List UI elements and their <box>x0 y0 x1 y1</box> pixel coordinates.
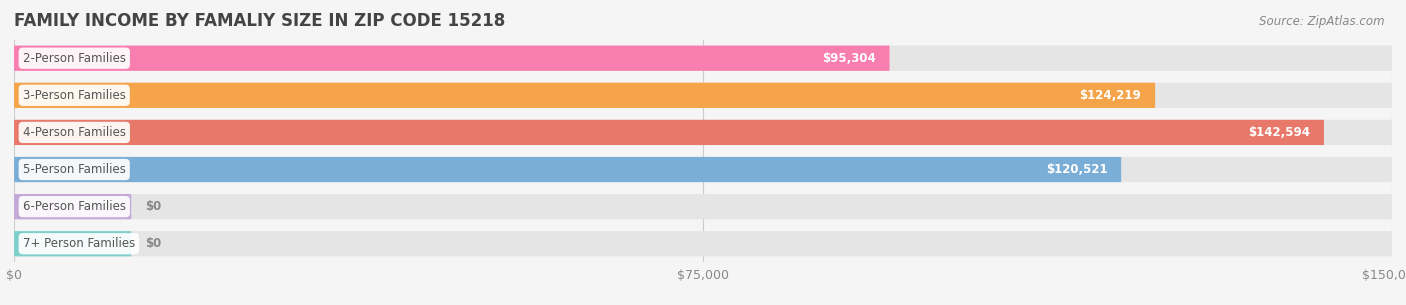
Text: 5-Person Families: 5-Person Families <box>22 163 125 176</box>
FancyBboxPatch shape <box>14 45 890 71</box>
FancyBboxPatch shape <box>14 83 1392 108</box>
Text: 6-Person Families: 6-Person Families <box>22 200 125 213</box>
FancyBboxPatch shape <box>14 157 1121 182</box>
Text: 2-Person Families: 2-Person Families <box>22 52 125 65</box>
Text: $120,521: $120,521 <box>1046 163 1108 176</box>
FancyBboxPatch shape <box>14 45 1392 71</box>
FancyBboxPatch shape <box>14 231 1392 257</box>
Text: $0: $0 <box>145 237 162 250</box>
Text: $95,304: $95,304 <box>823 52 876 65</box>
FancyBboxPatch shape <box>14 194 131 219</box>
Text: $0: $0 <box>145 200 162 213</box>
Text: 7+ Person Families: 7+ Person Families <box>22 237 135 250</box>
Text: Source: ZipAtlas.com: Source: ZipAtlas.com <box>1260 15 1385 28</box>
Text: 4-Person Families: 4-Person Families <box>22 126 125 139</box>
Text: $124,219: $124,219 <box>1080 89 1142 102</box>
FancyBboxPatch shape <box>14 83 1156 108</box>
Text: $142,594: $142,594 <box>1249 126 1310 139</box>
FancyBboxPatch shape <box>14 231 131 257</box>
FancyBboxPatch shape <box>14 120 1392 145</box>
FancyBboxPatch shape <box>14 120 1324 145</box>
FancyBboxPatch shape <box>14 194 1392 219</box>
Text: 3-Person Families: 3-Person Families <box>22 89 125 102</box>
FancyBboxPatch shape <box>14 157 1392 182</box>
Text: FAMILY INCOME BY FAMALIY SIZE IN ZIP CODE 15218: FAMILY INCOME BY FAMALIY SIZE IN ZIP COD… <box>14 12 505 30</box>
